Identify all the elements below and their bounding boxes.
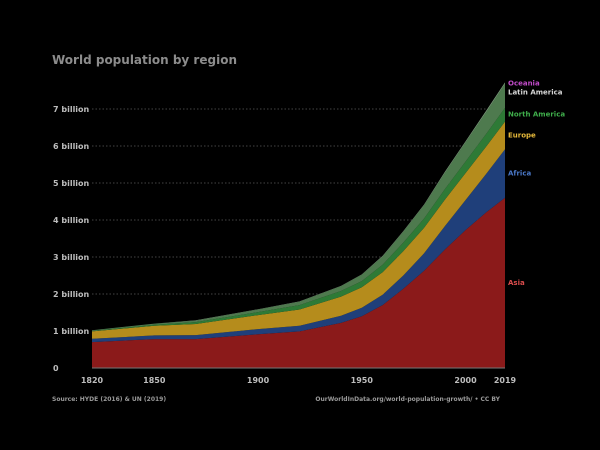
y-tick-label: 0	[53, 364, 59, 373]
series-label-north-america: North America	[508, 111, 565, 119]
y-tick-label: 7 billion	[53, 105, 90, 114]
x-tick-label: 2019	[494, 376, 517, 385]
x-axis-ticks: 1820 1850 1900 1950 2000 2019	[81, 376, 517, 385]
y-axis-ticks: 0 1 billion 2 billion 3 billion 4 billion 5 b…	[53, 105, 90, 373]
x-tick-label: 2000	[454, 376, 477, 385]
series-labels: Asia Africa Europe North America Latin Ameri…	[508, 79, 565, 287]
area-asia	[92, 197, 505, 368]
area-latin-america	[92, 83, 505, 331]
y-tick-label: 1 billion	[53, 327, 90, 336]
series-label-europe: Europe	[508, 131, 536, 139]
y-tick-label: 5 billion	[53, 179, 90, 188]
series-label-latin-america: Latin America	[508, 88, 563, 96]
x-tick-label: 1820	[81, 376, 104, 385]
credit-note: OurWorldInData.org/world-population-grow…	[315, 396, 500, 403]
y-tick-label: 4 billion	[53, 216, 90, 225]
y-tick-label: 6 billion	[53, 142, 90, 151]
source-note: Source: HYDE (2016) & UN (2019)	[52, 396, 166, 403]
area-europe	[92, 121, 505, 339]
y-tick-label: 2 billion	[53, 290, 90, 299]
series-label-oceania: Oceania	[508, 79, 540, 87]
x-tick-label: 1850	[143, 376, 166, 385]
chart-title: World population by region	[52, 53, 237, 67]
x-tick-label: 1900	[247, 376, 270, 385]
series-label-africa: Africa	[508, 170, 531, 178]
series-label-asia: Asia	[508, 279, 525, 287]
y-tick-label: 3 billion	[53, 253, 90, 262]
area-series	[92, 82, 505, 369]
x-tick-label: 1950	[351, 376, 374, 385]
